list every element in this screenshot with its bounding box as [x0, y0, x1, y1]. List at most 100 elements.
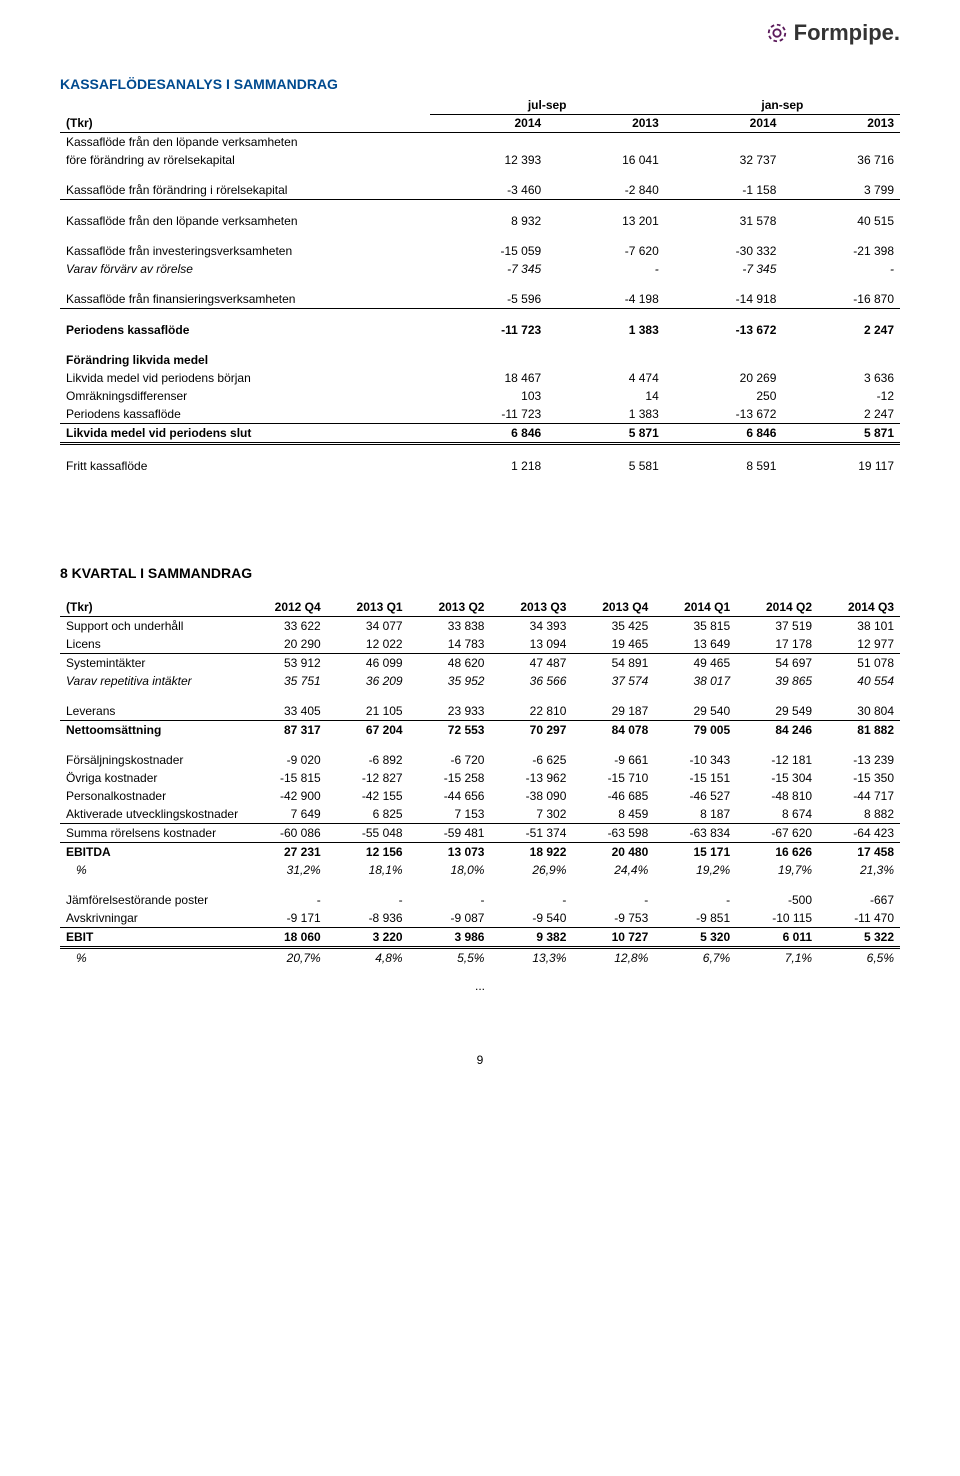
cell-value: -21 398 — [782, 242, 900, 260]
row-label: Jämförelsestörande poster — [60, 891, 245, 909]
cell-value: -5 596 — [430, 290, 548, 309]
row-label: Kassaflöde från finansieringsverksamhete… — [60, 290, 430, 309]
cell-value: -15 304 — [736, 769, 818, 787]
cell-value: 79 005 — [654, 721, 736, 740]
cell-value: 17 458 — [818, 843, 900, 862]
col-header: 2014 — [430, 115, 548, 133]
cell-value: 31,2% — [245, 861, 327, 879]
cell-value: 39 865 — [736, 672, 818, 690]
cell-value: 35 751 — [245, 672, 327, 690]
cell-value: 7 153 — [409, 805, 491, 824]
unit-label: (Tkr) — [60, 115, 430, 133]
cell-value: -9 540 — [490, 909, 572, 928]
row-label: Support och underhåll — [60, 617, 245, 636]
cell-value — [782, 351, 900, 369]
cell-value: -42 155 — [327, 787, 409, 805]
quarters-title: 8 KVARTAL I SAMMANDRAG — [60, 565, 900, 581]
cashflow-table: jul-sepjan-sep(Tkr)2014201320142013Kassa… — [60, 96, 900, 475]
cell-value: 26,9% — [490, 861, 572, 879]
cell-value: -9 171 — [245, 909, 327, 928]
cell-value: 8 674 — [736, 805, 818, 824]
cell-value: 13 094 — [490, 635, 572, 654]
brand-logo: Formpipe. — [766, 20, 900, 46]
cell-value: 47 487 — [490, 654, 572, 673]
cell-value: 14 783 — [409, 635, 491, 654]
row-label: Summa rörelsens kostnader — [60, 824, 245, 843]
cashflow-title: KASSAFLÖDESANALYS I SAMMANDRAG — [60, 76, 900, 92]
cell-value: -15 258 — [409, 769, 491, 787]
cell-value: 6,7% — [654, 948, 736, 968]
row-label: före förändring av rörelsekapital — [60, 151, 430, 169]
cell-value: 7 649 — [245, 805, 327, 824]
row-label: Övriga kostnader — [60, 769, 245, 787]
cell-value — [547, 351, 665, 369]
cell-value: - — [490, 891, 572, 909]
cell-value: - — [782, 260, 900, 278]
cell-value: -13 672 — [665, 321, 783, 339]
cell-value: 31 578 — [665, 212, 783, 230]
cell-value: -1 158 — [665, 181, 783, 200]
cell-value: 23 933 — [409, 702, 491, 721]
col-header: 2013 — [782, 115, 900, 133]
cell-value: 103 — [430, 387, 548, 405]
cell-value: 33 838 — [409, 617, 491, 636]
cell-value: 13 201 — [547, 212, 665, 230]
cell-value: -3 460 — [430, 181, 548, 200]
cell-value: 16 626 — [736, 843, 818, 862]
unit-label: (Tkr) — [60, 599, 245, 617]
page-continue: ... — [60, 979, 900, 993]
cell-value: 8 932 — [430, 212, 548, 230]
cell-value: 70 297 — [490, 721, 572, 740]
cell-value — [782, 133, 900, 152]
cell-value: 35 815 — [654, 617, 736, 636]
cell-value: -51 374 — [490, 824, 572, 843]
cell-value: 8 187 — [654, 805, 736, 824]
cell-value: 3 220 — [327, 928, 409, 948]
row-label: Kassaflöde från investeringsverksamheten — [60, 242, 430, 260]
cell-value: -63 834 — [654, 824, 736, 843]
cell-value: -8 936 — [327, 909, 409, 928]
row-label: Licens — [60, 635, 245, 654]
cell-value: -13 962 — [490, 769, 572, 787]
cell-value: -44 656 — [409, 787, 491, 805]
row-label: EBIT — [60, 928, 245, 948]
cell-value — [430, 351, 548, 369]
cell-value: 35 952 — [409, 672, 491, 690]
cell-value: 8 882 — [818, 805, 900, 824]
cell-value: 12 977 — [818, 635, 900, 654]
cell-value: -9 753 — [572, 909, 654, 928]
cell-value: 3 636 — [782, 369, 900, 387]
cell-value: -13 672 — [665, 405, 783, 424]
cell-value: 5 322 — [818, 928, 900, 948]
cell-value: 34 077 — [327, 617, 409, 636]
cell-value: -46 685 — [572, 787, 654, 805]
cell-value: -7 345 — [665, 260, 783, 278]
cell-value: 20 290 — [245, 635, 327, 654]
cell-value: 12,8% — [572, 948, 654, 968]
cell-value: - — [572, 891, 654, 909]
row-label: Periodens kassaflöde — [60, 405, 430, 424]
cell-value: 13 073 — [409, 843, 491, 862]
cell-value: -30 332 — [665, 242, 783, 260]
cell-value: 37 574 — [572, 672, 654, 690]
cell-value: -10 115 — [736, 909, 818, 928]
cell-value: 1 383 — [547, 405, 665, 424]
cell-value: -15 710 — [572, 769, 654, 787]
cell-value: -9 020 — [245, 751, 327, 769]
cell-value: 72 553 — [409, 721, 491, 740]
cell-value: 4,8% — [327, 948, 409, 968]
col-header: 2013 Q4 — [572, 599, 654, 617]
cell-value: -44 717 — [818, 787, 900, 805]
cell-value: -16 870 — [782, 290, 900, 309]
row-label: Kassaflöde från den löpande verksamheten — [60, 133, 430, 152]
cell-value: -7 620 — [547, 242, 665, 260]
cell-value: 32 737 — [665, 151, 783, 169]
row-label: Nettoomsättning — [60, 721, 245, 740]
cell-value: -6 720 — [409, 751, 491, 769]
row-label: % — [60, 861, 245, 879]
page-number: 9 — [60, 1053, 900, 1067]
cell-value: 27 231 — [245, 843, 327, 862]
cell-value: -9 661 — [572, 751, 654, 769]
cell-value: 10 727 — [572, 928, 654, 948]
cell-value: 4 474 — [547, 369, 665, 387]
